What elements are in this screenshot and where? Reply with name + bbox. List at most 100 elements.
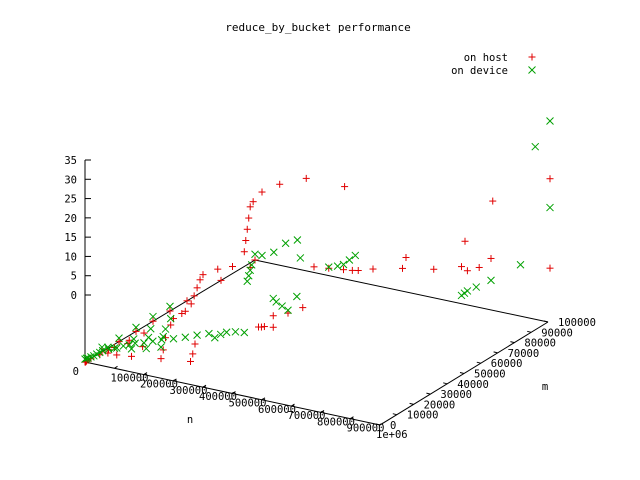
- data-point: [189, 350, 197, 358]
- data-point: [546, 175, 554, 183]
- data-point: [325, 264, 333, 272]
- y-tick-label: 10000: [407, 410, 439, 422]
- legend-marker-host: [528, 53, 536, 61]
- data-points: [81, 117, 554, 366]
- data-point: [246, 203, 254, 211]
- data-point: [242, 237, 250, 245]
- chart-title: reduce_by_bucket performance: [225, 21, 410, 34]
- data-point: [272, 298, 281, 306]
- data-point: [339, 260, 348, 269]
- data-point: [140, 339, 148, 347]
- data-point: [354, 267, 362, 275]
- data-point: [251, 250, 259, 259]
- data-point: [128, 352, 135, 360]
- data-point: [112, 344, 121, 352]
- data-point: [127, 345, 136, 353]
- data-point: [257, 323, 265, 331]
- data-point: [463, 287, 472, 295]
- data-point: [324, 263, 333, 271]
- legend-label-host: on host: [464, 52, 508, 64]
- data-point: [169, 334, 178, 343]
- data-point: [166, 307, 174, 315]
- data-point: [113, 351, 121, 359]
- data-point: [269, 323, 277, 331]
- x-tick-label: 100000: [111, 372, 149, 384]
- data-point: [249, 198, 257, 206]
- y-tick-mark: [476, 361, 481, 364]
- data-point: [402, 254, 410, 262]
- x-tick-label: 1e+06: [376, 429, 408, 441]
- data-point: [430, 265, 438, 273]
- data-point: [115, 338, 123, 346]
- data-point: [472, 283, 481, 291]
- data-point: [281, 239, 290, 248]
- data-point: [144, 333, 153, 342]
- legend: on host on device: [451, 52, 536, 77]
- data-point: [293, 236, 302, 244]
- data-point: [240, 248, 248, 256]
- data-point: [243, 277, 252, 286]
- y-tick-mark: [493, 351, 498, 354]
- y-tick-mark: [543, 320, 549, 323]
- data-point: [217, 276, 225, 284]
- data-point: [157, 355, 165, 363]
- x-tick-mark: [143, 372, 148, 376]
- data-point: [193, 331, 201, 340]
- data-point: [302, 174, 310, 182]
- data-point: [546, 203, 554, 212]
- data-point: [187, 357, 194, 365]
- data-point: [149, 312, 157, 321]
- y-tick-label: 60000: [491, 358, 523, 370]
- data-point: [399, 264, 406, 272]
- data-point: [463, 267, 471, 275]
- x-tick-label: 400000: [199, 391, 237, 403]
- y-tick-mark: [510, 341, 515, 344]
- y-tick-mark: [375, 423, 381, 426]
- y-axis-label: m: [542, 381, 548, 393]
- data-point: [190, 292, 198, 300]
- back-right-edge: [254, 259, 549, 323]
- data-point: [178, 310, 186, 318]
- data-point: [269, 248, 278, 257]
- x-tick-label: 700000: [288, 410, 326, 422]
- z-tick-label: 30: [64, 174, 77, 186]
- x-tick-label: 600000: [258, 404, 296, 416]
- x-tick-mark: [173, 378, 177, 382]
- x-tick-label: 200000: [140, 379, 178, 391]
- x-tick-mark: [350, 416, 354, 420]
- x-tick-label: 800000: [317, 416, 355, 428]
- z-tick-label: 25: [64, 194, 77, 206]
- data-point: [149, 317, 157, 325]
- data-point: [369, 265, 377, 273]
- x-tick-mark: [202, 384, 207, 388]
- data-point: [240, 328, 249, 337]
- y-tick-mark: [443, 382, 448, 385]
- data-point: [458, 263, 465, 271]
- data-point: [166, 302, 174, 311]
- y-tick-label: 100000: [558, 317, 596, 329]
- x-tick-label: 500000: [229, 398, 267, 410]
- data-point: [487, 254, 495, 262]
- y-tick-mark: [426, 392, 431, 395]
- x-tick-label: 0: [73, 366, 79, 378]
- y-tick-mark: [409, 402, 414, 405]
- y-tick-label: 20000: [424, 399, 456, 411]
- x-tick-mark: [379, 422, 384, 426]
- z-ticks: 0 5 10 15 20 25 30 35: [64, 155, 91, 302]
- data-point: [461, 237, 469, 245]
- data-point: [310, 263, 318, 271]
- x-tick-mark: [320, 409, 325, 413]
- data-point: [531, 142, 540, 151]
- x-tick-mark: [232, 391, 236, 394]
- z-tick-label: 20: [64, 213, 77, 225]
- data-point: [104, 343, 112, 352]
- data-point: [260, 323, 268, 331]
- data-point: [516, 260, 525, 269]
- x-tick-mark: [114, 365, 118, 369]
- data-point: [292, 292, 301, 301]
- y-tick-label: 30000: [440, 389, 472, 401]
- data-point: [546, 264, 554, 272]
- legend-marker-device: [528, 66, 536, 74]
- x-tick-mark: [291, 403, 295, 407]
- data-point: [166, 314, 175, 323]
